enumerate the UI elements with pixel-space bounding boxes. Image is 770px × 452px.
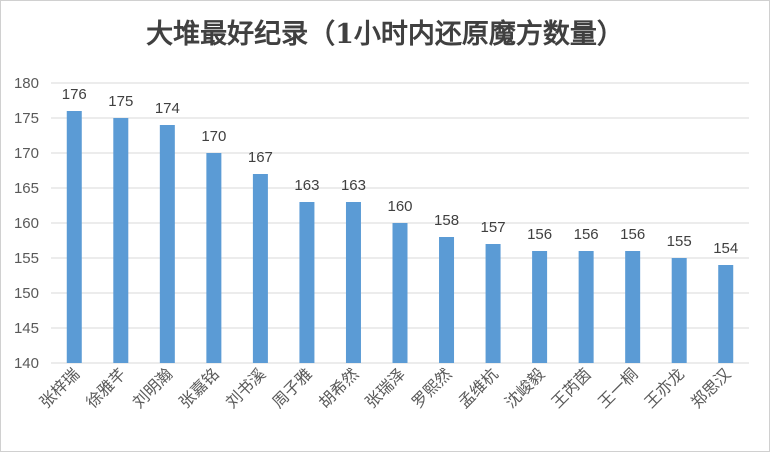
x-tick-label: 张嘉铭 (175, 364, 222, 411)
x-tick-label: 王一桐 (594, 364, 641, 411)
y-tick-label: 165 (14, 180, 39, 197)
data-label: 174 (155, 100, 180, 117)
bar (625, 251, 641, 363)
bar (345, 202, 361, 363)
y-tick-label: 140 (14, 355, 39, 372)
data-label: 163 (341, 177, 366, 194)
y-tick-label: 150 (14, 285, 39, 302)
data-label: 163 (294, 177, 319, 194)
y-tick-label: 170 (14, 145, 39, 162)
bar (66, 111, 82, 363)
data-label: 170 (201, 128, 226, 145)
y-tick-label: 175 (14, 110, 39, 127)
chart-title: 大堆最好纪录（1小时内还原魔方数量） (146, 18, 624, 50)
data-label: 175 (108, 93, 133, 110)
bar (113, 118, 129, 363)
bar (485, 244, 501, 363)
bar (578, 251, 594, 363)
x-tick-label: 胡希然 (315, 364, 362, 411)
bar (206, 153, 222, 363)
data-label: 155 (667, 233, 692, 250)
data-label: 157 (481, 219, 506, 236)
y-tick-label: 145 (14, 320, 39, 337)
bar (532, 251, 548, 363)
y-axis-ticks: 140 145 150 155 160 165 170 175 180 (14, 75, 39, 372)
data-label: 156 (527, 226, 552, 243)
bars (66, 111, 734, 363)
x-tick-label: 孟维杭 (455, 364, 502, 411)
data-label: 160 (387, 198, 412, 215)
data-label: 154 (713, 240, 738, 257)
data-labels: 176 175 174 170 167 163 163 160 158 157 156 156 156 1… (62, 86, 738, 257)
bar (718, 265, 734, 363)
x-tick-label: 徐雅芊 (82, 364, 129, 411)
x-tick-label: 刘书溪 (222, 364, 269, 411)
bar (671, 258, 687, 363)
x-tick-label: 张瑞泽 (361, 364, 408, 411)
x-axis-labels: 张梓瑞 徐雅芊 刘明瀚 张嘉铭 刘书溪 周子雅 胡希然 张瑞泽 罗熙然 孟维杭 沈峻毅 王芮茵 王一桐王… (36, 364, 735, 411)
data-label: 158 (434, 212, 459, 229)
x-tick-label: 周子雅 (268, 364, 315, 411)
bar (252, 174, 268, 363)
x-tick-label: 沈峻毅 (501, 364, 548, 411)
bar (299, 202, 315, 363)
y-tick-label: 155 (14, 250, 39, 267)
data-label: 167 (248, 149, 273, 166)
x-tick-label: 郑思汉 (687, 364, 734, 411)
x-tick-label: 王亦龙 (641, 364, 688, 411)
x-tick-label: 王芮茵 (548, 364, 595, 411)
bar (159, 125, 175, 363)
data-label: 156 (574, 226, 599, 243)
data-label: 156 (620, 226, 645, 243)
y-tick-label: 180 (14, 75, 39, 92)
y-tick-label: 160 (14, 215, 39, 232)
bar (392, 223, 408, 363)
bar (439, 237, 455, 363)
x-tick-label: 张梓瑞 (36, 364, 83, 411)
x-tick-label: 刘明瀚 (129, 364, 176, 411)
data-label: 176 (62, 86, 87, 103)
x-tick-label: 罗熙然 (408, 364, 455, 411)
